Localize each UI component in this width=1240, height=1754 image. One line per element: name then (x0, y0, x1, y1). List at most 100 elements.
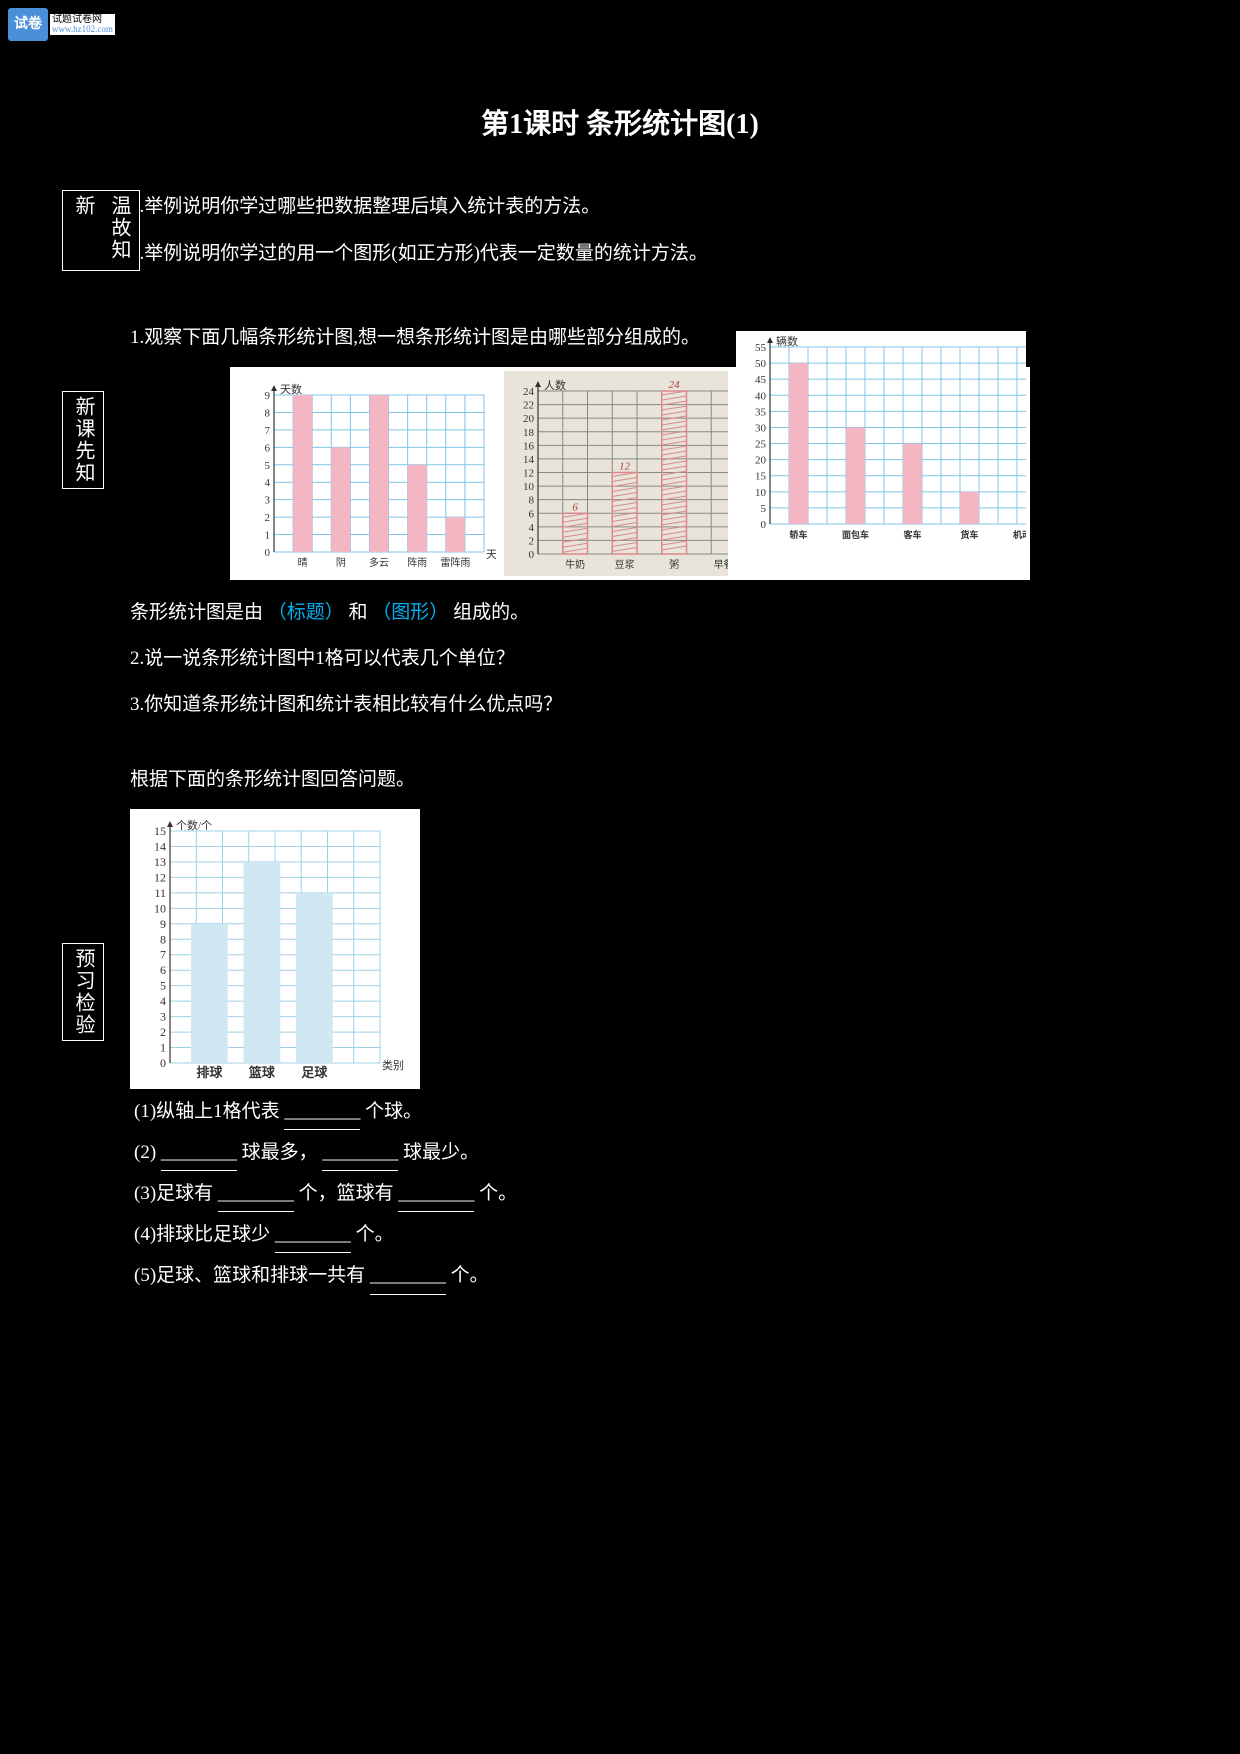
svg-text:14: 14 (523, 454, 535, 466)
svg-text:24: 24 (668, 379, 680, 391)
svg-text:雷阵雨: 雷阵雨 (440, 556, 470, 569)
svg-text:轿车: 轿车 (790, 529, 808, 540)
svg-text:40: 40 (755, 390, 767, 402)
xinke-p3: 2.说一说条形统计图中1格可以代表几个单位？ (130, 642, 1160, 676)
svg-text:辆数: 辆数 (776, 334, 798, 348)
svg-text:7: 7 (160, 947, 166, 961)
svg-text:天气: 天气 (486, 547, 496, 561)
yuxi-q4: (4)排球比足球少 ________ 个。 (134, 1218, 1160, 1253)
svg-text:10: 10 (523, 481, 535, 493)
site-logo: 试卷 试题试卷网 www.hz102.com (8, 8, 115, 41)
svg-text:25: 25 (755, 438, 767, 450)
svg-text:5: 5 (160, 978, 166, 992)
svg-text:5: 5 (761, 503, 767, 515)
section-label-wengu: 温故知新 (62, 190, 140, 270)
svg-text:16: 16 (523, 440, 535, 452)
svg-text:0: 0 (761, 519, 767, 531)
section-label-yuxi: 预习检验 (62, 943, 104, 1041)
svg-text:20: 20 (755, 455, 767, 467)
svg-text:1: 1 (265, 530, 271, 542)
svg-text:35: 35 (755, 406, 767, 418)
svg-text:个数/个: 个数/个 (176, 819, 212, 832)
svg-text:6: 6 (160, 963, 166, 977)
section-yuxi: 预习检验 根据下面的条形统计图回答问题。 0123456789101112131… (80, 763, 1160, 1295)
chart-row: 0123456789天数天气晴阴多云阵雨雷阵雨 0246810121416182… (230, 367, 1030, 580)
yuxi-q3: (3)足球有 ________ 个，篮球有 ________ 个。 (134, 1177, 1160, 1212)
svg-text:15: 15 (755, 471, 767, 483)
compose-suffix: 组成的。 (453, 602, 529, 623)
svg-text:4: 4 (265, 477, 271, 489)
svg-text:8: 8 (528, 495, 534, 507)
wengu-p1: 1.举例说明你学过哪些把数据整理后填入统计表的方法。 (130, 190, 1160, 224)
yuxi-q1: (1)纵轴上1格代表 ________ 个球。 (134, 1095, 1160, 1130)
svg-text:13: 13 (154, 855, 166, 869)
xinke-compose: 条形统计图是由 （标题） 和 （图形） 组成的。 (130, 596, 1160, 630)
svg-text:12: 12 (154, 870, 166, 884)
svg-text:30: 30 (755, 422, 767, 434)
svg-text:0: 0 (160, 1056, 166, 1070)
chart-weather: 0123456789天数天气晴阴多云阵雨雷阵雨 (234, 371, 496, 576)
yuxi-q2: (2) ________ 球最多， ________ 球最少。 (134, 1136, 1160, 1171)
svg-text:9: 9 (265, 390, 271, 402)
svg-text:5: 5 (265, 460, 271, 472)
svg-text:豆浆: 豆浆 (614, 558, 634, 571)
svg-text:0: 0 (265, 547, 271, 559)
svg-text:阴: 阴 (336, 557, 346, 569)
logo-badge: 试卷 (8, 8, 48, 41)
svg-text:15: 15 (154, 824, 166, 838)
svg-text:面包车: 面包车 (842, 529, 869, 540)
blank: ________ (284, 1095, 360, 1130)
svg-text:12: 12 (619, 460, 631, 472)
svg-text:8: 8 (160, 932, 166, 946)
svg-text:排球: 排球 (196, 1065, 223, 1080)
svg-text:55: 55 (755, 342, 767, 354)
svg-text:0: 0 (528, 549, 534, 561)
svg-text:4: 4 (160, 994, 166, 1008)
yuxi-questions: (1)纵轴上1格代表 ________ 个球。 (2) ________ 球最多… (134, 1095, 1160, 1295)
wengu-p2: 2.举例说明你学过的用一个图形(如正方形)代表一定数量的统计方法。 (130, 237, 1160, 271)
svg-text:45: 45 (755, 374, 767, 386)
svg-text:天数: 天数 (280, 383, 302, 396)
svg-text:3: 3 (265, 495, 271, 507)
yuxi-q5: (5)足球、篮球和排球一共有 ________ 个。 (134, 1259, 1160, 1294)
page: 第1课时 条形统计图(1) 温故知新 1.举例说明你学过哪些把数据整理后填入统计… (0, 0, 1240, 1355)
svg-text:早餐: 早餐 (713, 558, 728, 571)
svg-text:2: 2 (528, 535, 534, 547)
svg-text:阵雨: 阵雨 (407, 556, 427, 569)
svg-text:6: 6 (265, 442, 271, 454)
svg-text:牛奶: 牛奶 (565, 558, 585, 571)
svg-text:8: 8 (265, 407, 271, 419)
section-xinke: 新课先知 1.观察下面几幅条形统计图,想一想条形统计图是由哪些部分组成的。 01… (80, 321, 1160, 723)
section-wengu: 温故知新 1.举例说明你学过哪些把数据整理后填入统计表的方法。 2.举例说明你学… (80, 190, 1160, 270)
svg-text:类别: 类别 (382, 1058, 404, 1072)
xinke-p4: 3.你知道条形统计图和统计表相比较有什么优点吗？ (130, 688, 1160, 722)
svg-text:50: 50 (755, 358, 767, 370)
svg-text:24: 24 (523, 386, 535, 398)
svg-text:晴: 晴 (298, 556, 308, 569)
compose-and: 和 (349, 602, 368, 623)
compose-prefix: 条形统计图是由 (130, 602, 263, 623)
svg-text:20: 20 (523, 413, 535, 425)
svg-text:6: 6 (572, 501, 578, 513)
logo-line2: www.hz102.com (50, 25, 115, 35)
chart-balls: 0123456789101112131415个数/个类别排球篮球足球 (130, 809, 420, 1089)
svg-text:6: 6 (528, 508, 534, 520)
compose-part2: （图形） (372, 602, 448, 623)
svg-text:多云: 多云 (369, 556, 389, 569)
svg-text:14: 14 (154, 839, 166, 853)
svg-text:4: 4 (528, 522, 534, 534)
svg-text:货车: 货车 (961, 529, 979, 540)
chart-vehicles: 0510152025303540455055辆数轿车面包车客车货车机动车 (736, 331, 1026, 546)
svg-text:机动车: 机动车 (1013, 529, 1026, 540)
svg-text:篮球: 篮球 (248, 1065, 276, 1080)
svg-text:3: 3 (160, 1009, 166, 1023)
svg-text:11: 11 (154, 886, 166, 900)
svg-text:18: 18 (523, 427, 535, 439)
svg-text:1: 1 (160, 1040, 166, 1054)
chart-breakfast: 024681012141618202224人数6牛奶12豆浆24粥早餐 (504, 371, 728, 576)
yuxi-lead: 根据下面的条形统计图回答问题。 (130, 763, 1160, 797)
svg-text:10: 10 (154, 901, 166, 915)
svg-text:2: 2 (160, 1025, 166, 1039)
svg-text:2: 2 (265, 512, 271, 524)
svg-text:10: 10 (755, 487, 767, 499)
